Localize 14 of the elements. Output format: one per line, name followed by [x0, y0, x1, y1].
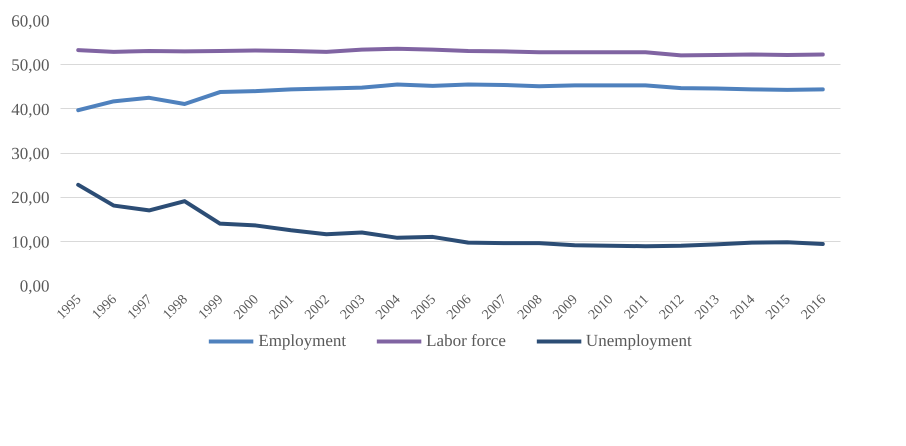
line-series: [76, 182, 825, 248]
y-tick-label: 20,00: [11, 188, 50, 208]
legend-label: Unemployment: [586, 331, 692, 351]
y-tick-label: 0,00: [20, 276, 50, 296]
legend-label: Labor force: [426, 331, 506, 351]
legend-label: Employment: [258, 331, 346, 351]
y-tick-label: 40,00: [11, 100, 50, 119]
line-series: [76, 46, 825, 58]
y-tick-label: 50,00: [11, 56, 50, 75]
y-tick-label: 10,00: [11, 232, 50, 252]
y-tick-label: 30,00: [11, 144, 50, 163]
x-tick-label: 2011: [622, 292, 652, 322]
y-tick-label: 60,00: [11, 12, 50, 30]
line-series: [76, 82, 825, 112]
